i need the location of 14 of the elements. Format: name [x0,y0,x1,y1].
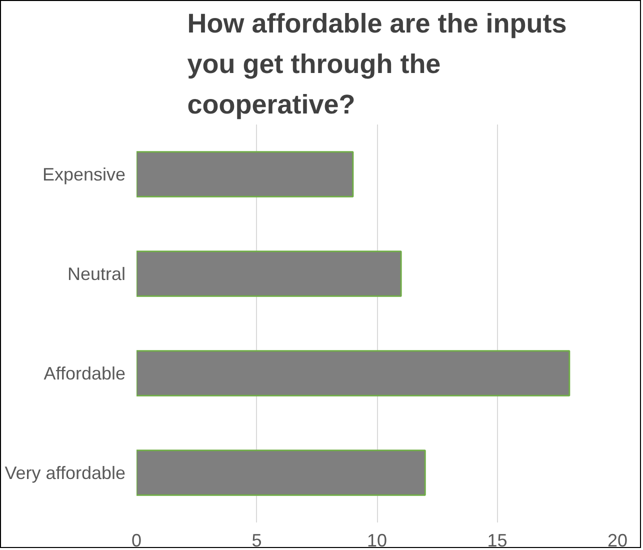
x-tick-label: 20 [607,530,628,550]
y-tick-label: Neutral [67,264,126,284]
x-tick-label: 5 [252,530,262,550]
chart-title: How affordable are the inputs you get through the cooperative? [187,8,567,120]
x-tick-label: 15 [487,530,508,550]
y-tick-label: Affordable [44,363,126,384]
bar [136,250,402,297]
bar [136,350,570,396]
y-tick-label: Expensive [42,164,126,184]
bar [136,450,426,496]
y-tick-label: Very affordable [4,462,126,483]
bar [136,151,354,198]
x-tick-label: 10 [366,530,388,550]
x-tick-label: 0 [131,530,142,550]
